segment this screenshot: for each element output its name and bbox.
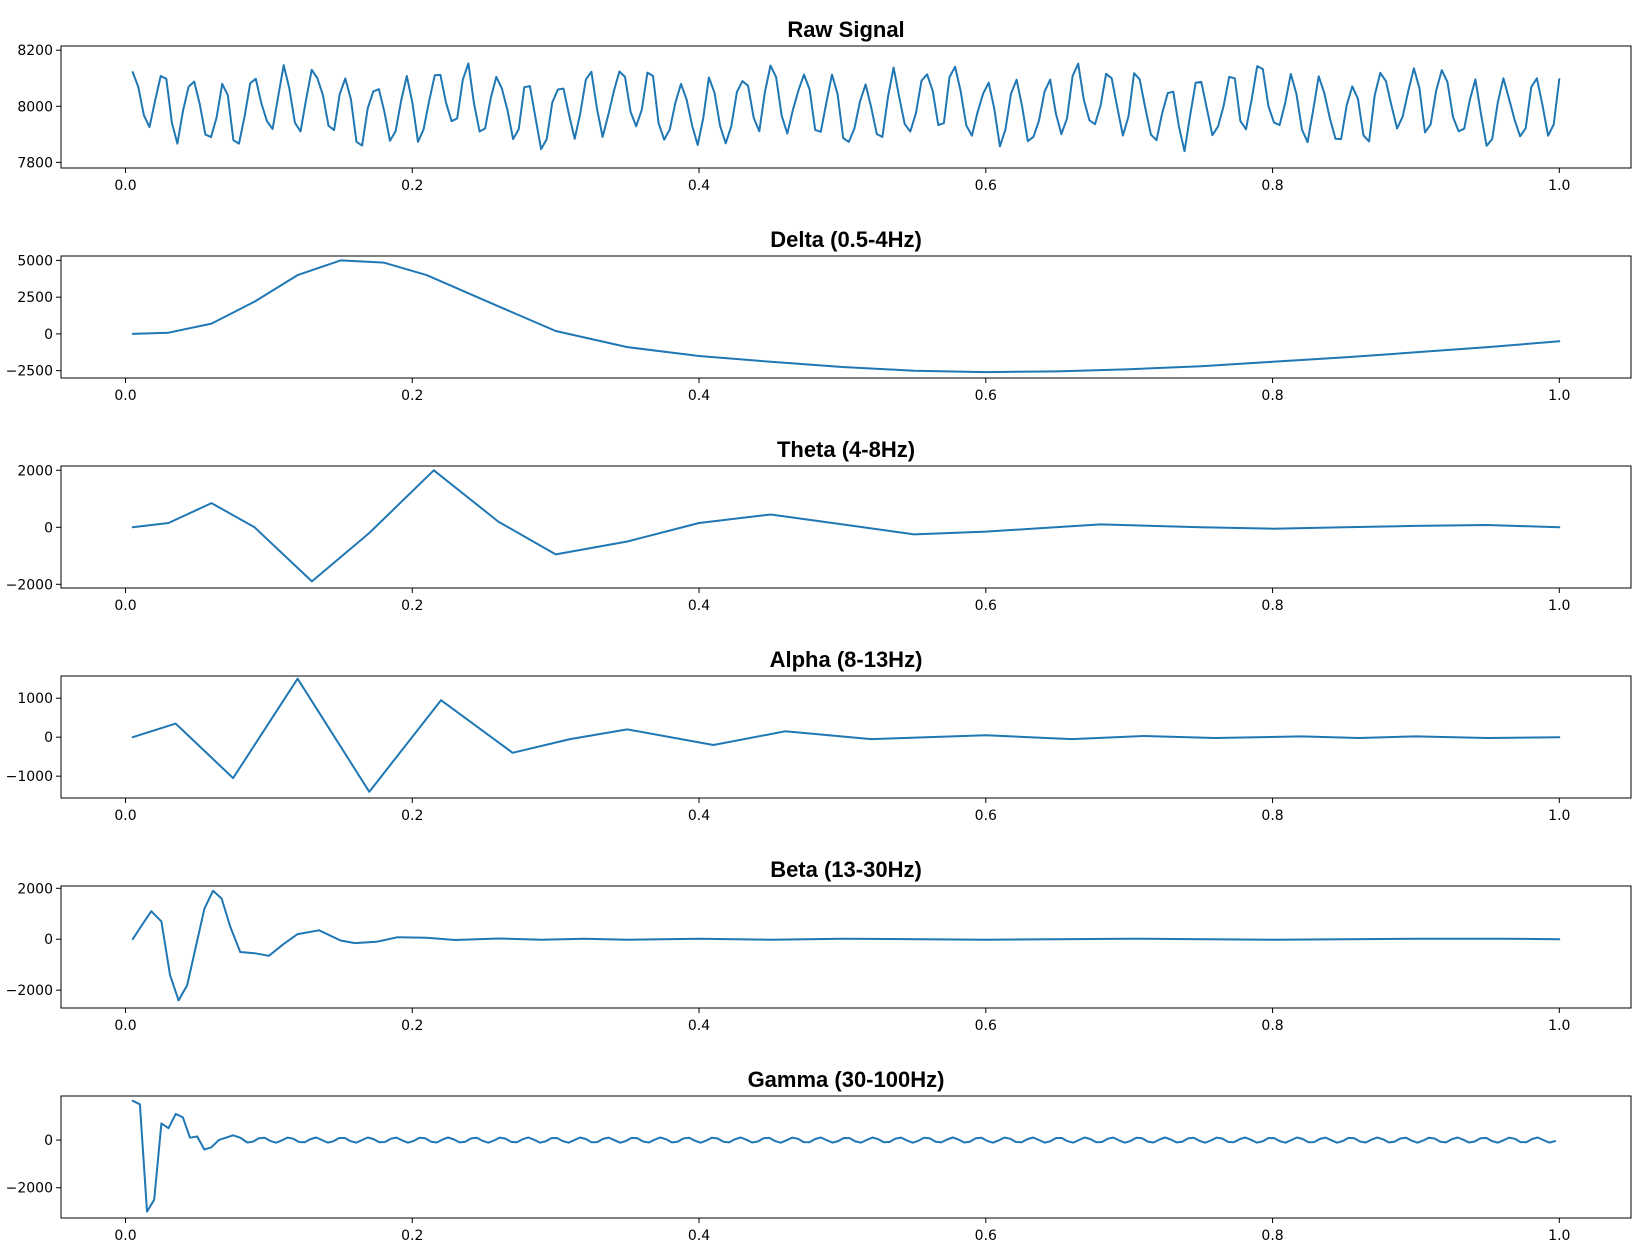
subplot-title: Alpha (8-13Hz)	[770, 647, 923, 672]
subplot-title: Beta (13-30Hz)	[770, 857, 922, 882]
x-tick-label: 0.0	[114, 388, 136, 404]
x-tick-label: 0.6	[975, 1018, 997, 1034]
subplot-panel: Theta (4-8Hz) 0.0 0.2 0.4 0.6 0.8 1.0 −2000 0 200…	[6, 437, 1632, 614]
y-tick-label: 0	[44, 730, 53, 746]
x-tick-label: 0.4	[688, 1018, 710, 1034]
x-tick-label: 0.4	[688, 178, 710, 194]
subplot-title: Raw Signal	[787, 17, 904, 42]
y-tick-label: 0	[44, 327, 53, 343]
series-line	[131, 677, 1561, 793]
x-tick-label: 0.4	[688, 598, 710, 614]
x-tick-label: 0.4	[688, 388, 710, 404]
subplot-title: Gamma (30-100Hz)	[748, 1067, 945, 1092]
x-tick-label: 0.0	[114, 1018, 136, 1034]
subplot-title: Delta (0.5-4Hz)	[770, 227, 922, 252]
y-tick-label: −2500	[6, 364, 53, 380]
x-tick-label: 0.8	[1261, 598, 1283, 614]
series-line	[131, 1099, 1556, 1213]
subplot-panel: Raw Signal 0.0 0.2 0.4 0.6 0.8 1.0 7800 8000 8200	[17, 17, 1632, 194]
y-tick-label: 8000	[17, 99, 53, 115]
y-tick-label: 2000	[17, 463, 53, 479]
x-tick-label: 0.6	[975, 808, 997, 824]
series-line	[131, 469, 1561, 583]
x-tick-label: 0.6	[975, 1228, 997, 1244]
y-tick-label: 1000	[17, 691, 53, 707]
y-tick-label: 5000	[17, 253, 53, 269]
x-tick-label: 1.0	[1548, 808, 1570, 824]
x-tick-label: 0.4	[688, 808, 710, 824]
x-tick-label: 0.0	[114, 808, 136, 824]
x-tick-label: 0.2	[401, 388, 423, 404]
x-tick-label: 0.8	[1261, 1018, 1283, 1034]
y-tick-label: 0	[44, 932, 53, 948]
x-tick-label: 0.6	[975, 178, 997, 194]
x-tick-label: 1.0	[1548, 178, 1570, 194]
subplot-panel: Gamma (30-100Hz) 0.0 0.2 0.4 0.6 0.8 1.0 −2000 0	[6, 1067, 1632, 1244]
x-tick-label: 0.2	[401, 1228, 423, 1244]
x-tick-label: 0.0	[114, 178, 136, 194]
x-tick-label: 0.8	[1261, 1228, 1283, 1244]
y-tick-label: −2000	[6, 983, 53, 999]
x-tick-label: 1.0	[1548, 388, 1570, 404]
y-tick-label: 8200	[17, 43, 53, 59]
x-tick-label: 0.2	[401, 598, 423, 614]
y-tick-label: −1000	[6, 769, 53, 785]
subplot-title: Theta (4-8Hz)	[777, 437, 915, 462]
y-tick-label: 7800	[17, 155, 53, 171]
axes-frame	[60, 885, 1632, 1009]
x-tick-label: 0.0	[114, 598, 136, 614]
x-tick-label: 0.2	[401, 1018, 423, 1034]
x-tick-label: 0.4	[688, 1228, 710, 1244]
x-tick-label: 0.0	[114, 1228, 136, 1244]
x-tick-label: 0.8	[1261, 808, 1283, 824]
y-tick-label: 2000	[17, 881, 53, 897]
y-tick-label: −2000	[6, 577, 53, 593]
x-tick-label: 0.2	[401, 178, 423, 194]
subplot-panel: Alpha (8-13Hz) 0.0 0.2 0.4 0.6 0.8 1.0 −1000 0 10…	[6, 647, 1632, 824]
series-line	[131, 259, 1561, 374]
y-tick-label: 0	[44, 520, 53, 536]
x-tick-label: 1.0	[1548, 1018, 1570, 1034]
y-tick-label: 2500	[17, 290, 53, 306]
x-tick-label: 1.0	[1548, 598, 1570, 614]
x-tick-label: 0.8	[1261, 388, 1283, 404]
x-tick-label: 0.6	[975, 388, 997, 404]
axes-frame	[60, 1095, 1632, 1219]
x-tick-label: 0.6	[975, 598, 997, 614]
series-line	[131, 62, 1561, 153]
x-tick-label: 1.0	[1548, 1228, 1570, 1244]
series-line	[131, 889, 1561, 1002]
axes-frame	[60, 45, 1632, 169]
x-tick-label: 0.2	[401, 808, 423, 824]
x-tick-label: 0.8	[1261, 178, 1283, 194]
y-tick-label: 0	[44, 1133, 53, 1149]
axes-frame	[60, 255, 1632, 379]
subplot-panel: Delta (0.5-4Hz) 0.0 0.2 0.4 0.6 0.8 1.0 −2500 0 2…	[6, 227, 1632, 404]
y-tick-label: −2000	[6, 1181, 53, 1197]
subplot-panel: Beta (13-30Hz) 0.0 0.2 0.4 0.6 0.8 1.0 −2000 0 20…	[6, 857, 1632, 1034]
